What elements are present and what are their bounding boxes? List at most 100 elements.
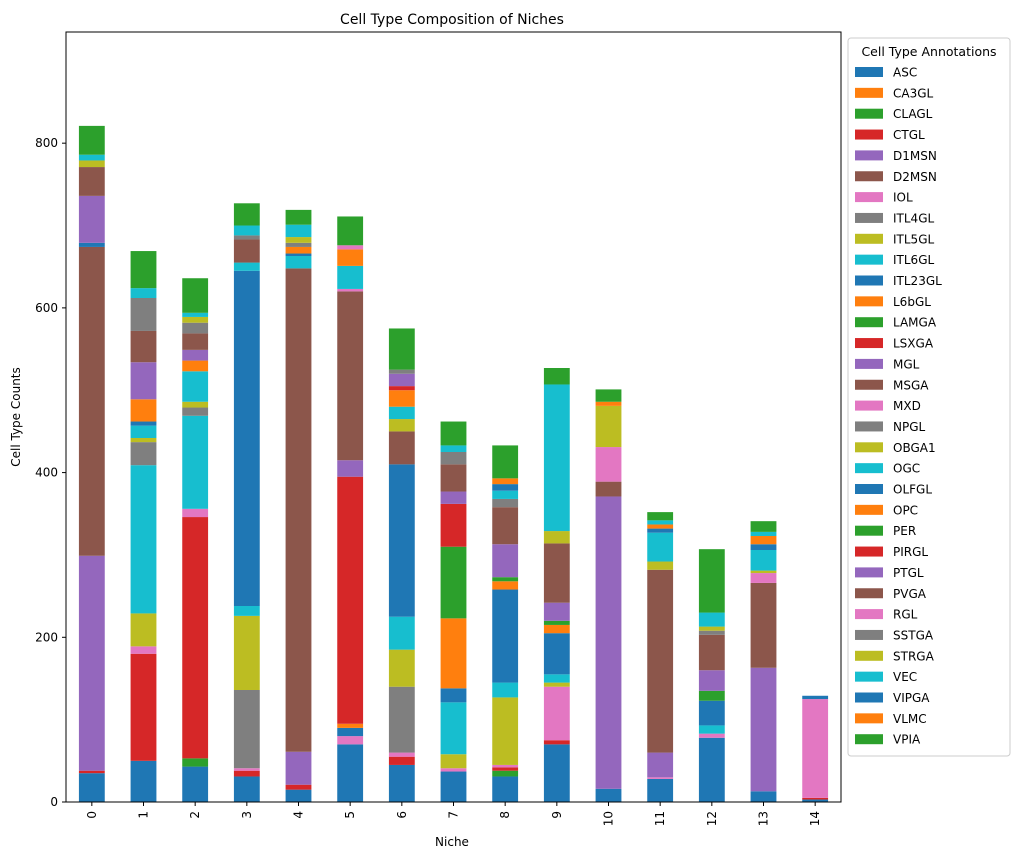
legend-label-itl23gl: ITL23GL	[893, 274, 942, 288]
legend-label-sstga: SSTGA	[893, 628, 934, 642]
bar-segment-niche-8-iol	[492, 764, 519, 768]
bar-segment-niche-3-itl4gl	[233, 690, 260, 769]
bar-segment-niche-1-ctgl	[130, 653, 157, 761]
legend-swatch-vpia	[855, 734, 883, 745]
bar-segment-niche-9-itl5gl	[543, 682, 570, 687]
legend-swatch-strga	[855, 650, 883, 661]
bar-segment-niche-0-olfgl	[78, 242, 105, 247]
legend-swatch-vlmc	[855, 713, 883, 724]
x-tick-label: 14	[808, 811, 822, 826]
bar-segment-niche-1-pvga	[130, 330, 157, 363]
bar-segment-niche-13-opc	[750, 536, 777, 545]
bar-segment-niche-6-asc	[388, 764, 415, 802]
bar-segment-niche-6-pirgl	[388, 386, 415, 391]
bar-segment-niche-4-vec	[285, 224, 312, 238]
legend-label-rgl: RGL	[893, 608, 918, 622]
legend-swatch-d1msn	[855, 150, 883, 161]
bar-segment-niche-4-strga	[285, 237, 312, 243]
legend-label-clagl: CLAGL	[893, 107, 933, 121]
bar-segment-niche-13-vec	[750, 531, 777, 536]
bar-segment-niche-1-sstga	[130, 298, 157, 331]
legend-label-itl5gl: ITL5GL	[893, 232, 934, 246]
bar-segment-niche-11-msga	[647, 569, 674, 753]
x-tick-label: 7	[447, 811, 461, 819]
bar-segment-niche-1-ptgl	[130, 362, 157, 400]
bar-segment-niche-7-asc	[440, 771, 467, 802]
legend: Cell Type Annotations ASC CA3GL CLAGL CTGL D…	[847, 37, 1011, 757]
legend-swatch-lsxga	[855, 338, 883, 349]
bar-segment-niche-2-npgl	[182, 407, 209, 416]
bar-segment-niche-0-d1msn	[78, 555, 105, 771]
bar-segment-niche-13-mxd	[750, 573, 777, 583]
bar-segment-niche-11-obga1	[647, 561, 674, 570]
legend-swatch-pvga	[855, 588, 883, 599]
y-tick-label: 0	[50, 795, 58, 809]
bar-segment-niche-7-ogc	[440, 445, 467, 452]
bar-segment-niche-2-ogc	[182, 371, 209, 402]
bar-segment-niche-12-npgl	[698, 630, 725, 635]
legend-label-opc: OPC	[893, 503, 918, 517]
bar-segment-niche-5-iol	[337, 736, 364, 745]
bar-segment-niche-1-vpia	[130, 251, 157, 289]
bar-segment-niche-11-asc	[647, 778, 674, 802]
bar-segment-niche-10-opc	[595, 401, 622, 406]
bar-segment-niche-4-olfgl	[285, 253, 312, 256]
bar-segment-niche-10-vpia	[595, 389, 622, 402]
bar-segment-niche-12-mgl	[698, 670, 725, 691]
legend-label-ogc: OGC	[893, 462, 920, 476]
bar-segment-niche-4-ogc	[285, 256, 312, 269]
bar-segment-niche-11-opc	[647, 524, 674, 529]
bar-segment-niche-5-lsxga	[337, 476, 364, 724]
bar-segment-niche-13-mgl	[750, 667, 777, 792]
legend-swatch-iol	[855, 192, 883, 203]
legend-swatch-mgl	[855, 358, 883, 369]
bar-segment-niche-8-msga	[492, 507, 519, 545]
legend-swatch-lamga	[855, 317, 883, 328]
legend-swatch-ogc	[855, 463, 883, 474]
bars-group	[78, 125, 829, 802]
bar-segment-niche-0-asc	[78, 773, 105, 802]
bar-segment-niche-6-itl5gl	[388, 649, 415, 687]
bar-segment-niche-11-vec	[647, 520, 674, 525]
bar-segment-niche-4-vpia	[285, 209, 312, 225]
bar-segment-niche-2-pvga	[182, 333, 209, 350]
bar-segment-niche-1-iol	[130, 646, 157, 654]
legend-label-itl6gl: ITL6GL	[893, 253, 934, 267]
x-tick-label: 13	[757, 811, 771, 826]
bar-segment-niche-3-itl6gl	[233, 606, 260, 616]
bar-segment-niche-8-lamga	[492, 577, 519, 582]
bar-segment-niche-7-itl5gl	[440, 754, 467, 769]
x-tick-label: 6	[395, 811, 409, 819]
bar-segment-niche-8-ogc	[492, 490, 519, 499]
bar-segment-niche-7-itl6gl	[440, 702, 467, 755]
bar-segment-niche-5-l6bgl	[337, 723, 364, 728]
bar-segment-niche-6-iol	[388, 752, 415, 757]
bar-segment-niche-5-mgl	[337, 460, 364, 477]
bar-segment-niche-3-pvga	[233, 239, 260, 263]
bar-segment-niche-1-opc	[130, 399, 157, 422]
bar-segment-niche-7-vpia	[440, 421, 467, 446]
legend-label-mxd: MXD	[893, 399, 921, 413]
bar-segment-niche-6-ptgl	[388, 373, 415, 387]
bar-segment-niche-11-ogc	[647, 532, 674, 562]
legend-label-d2msn: D2MSN	[893, 170, 937, 184]
bar-segment-niche-14-ctgl	[802, 797, 829, 800]
legend-label-asc: ASC	[893, 66, 917, 80]
x-tick-label: 1	[137, 811, 151, 819]
bar-segment-niche-10-msga	[595, 481, 622, 497]
bar-segment-niche-13-obga1	[750, 570, 777, 574]
legend-swatch-per	[855, 525, 883, 536]
legend-swatch-opc	[855, 504, 883, 515]
bar-segment-niche-5-asc	[337, 744, 364, 802]
bar-segment-niche-6-itl6gl	[388, 616, 415, 650]
legend-label-mgl: MGL	[893, 357, 920, 371]
bar-segment-niche-11-olfgl	[647, 528, 674, 533]
legend-label-ptgl: PTGL	[893, 566, 924, 580]
bar-segment-niche-1-olfgl	[130, 421, 157, 426]
bar-segment-niche-1-npgl	[130, 442, 157, 466]
bar-segment-niche-9-obga1	[543, 531, 570, 544]
bar-segment-niche-2-obga1	[182, 401, 209, 408]
legend-label-itl4gl: ITL4GL	[893, 211, 934, 225]
bar-segment-niche-5-mxd	[337, 288, 364, 292]
chart-title: Cell Type Composition of Niches	[340, 12, 564, 28]
